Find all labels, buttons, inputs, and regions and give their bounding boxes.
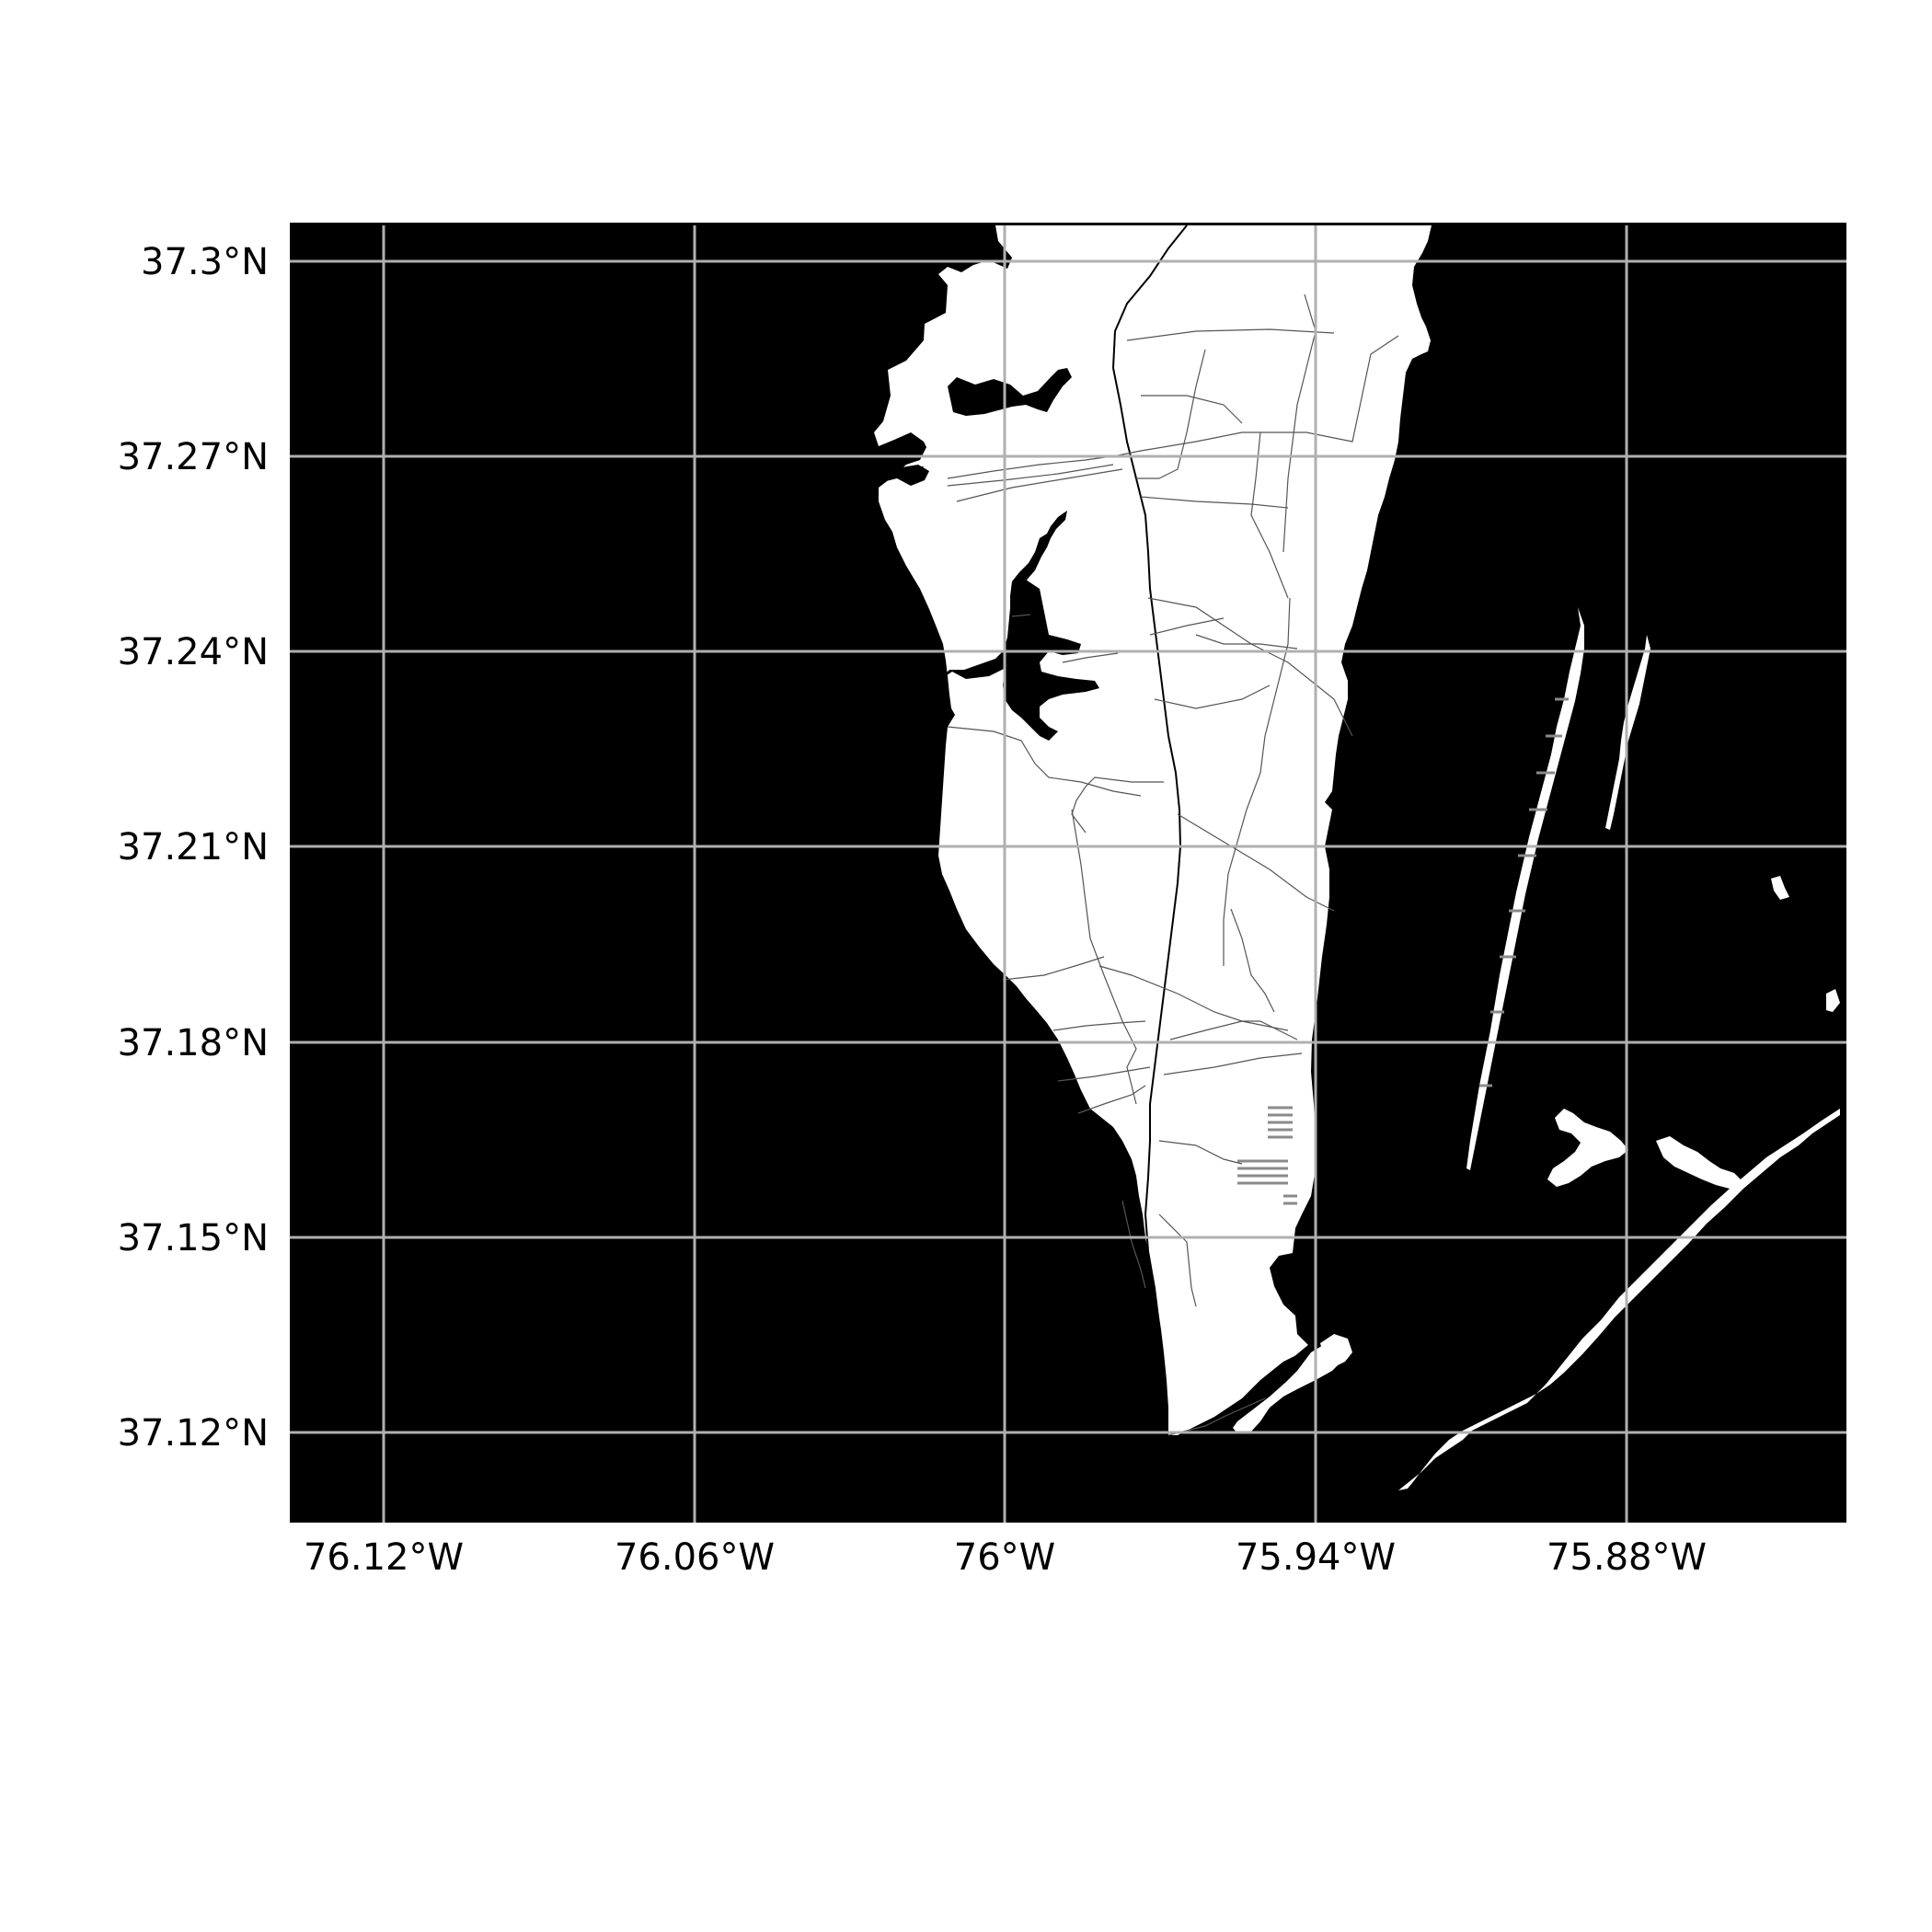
marsh-hatching [1237,697,1569,1205]
lat-label-0: 37.3°N [141,241,269,283]
lat-label-4: 37.18°N [118,1022,269,1064]
lon-label-0: 76.12°W [304,1536,464,1579]
place-label-east-2: • [1575,637,1579,643]
main-highway [1111,224,1188,1518]
place-label-east-1: • [1719,328,1722,335]
graticule [290,225,1846,1523]
creek-south-mouth [948,1249,1012,1339]
lat-label-5: 37.15°N [118,1217,269,1259]
creek-central [938,511,1067,681]
marsh-islands-southeast [1656,1136,1743,1189]
creek-west-mouth [879,465,929,486]
lon-axis-labels: 76.12°W 76.06°W 76°W 75.94°W 75.88°W [304,1536,1707,1579]
bridge-causeway [1208,1341,1316,1432]
marsh-islet-2 [1826,989,1840,1012]
lon-label-1: 76.06°W [615,1536,775,1579]
creek-central-body [1003,580,1099,741]
lat-label-1: 37.27°N [118,436,269,478]
barrier-island-1 [1466,607,1584,1170]
marsh-islet-1 [1771,876,1789,900]
lat-label-6: 37.12°N [118,1412,269,1455]
marsh-islands-east [1547,1109,1628,1187]
lon-label-4: 75.88°W [1547,1536,1707,1579]
peninsula-land [874,225,1432,1435]
road-network [947,224,1399,1518]
creek-north [948,368,1072,416]
place-label-west: • [921,465,925,471]
lon-label-3: 75.94°W [1236,1536,1396,1579]
map-panel: • • • [290,223,1846,1523]
lat-label-2: 37.24°N [118,631,269,673]
lat-axis-labels: 37.3°N 37.27°N 37.24°N 37.21°N 37.18°N 3… [118,241,269,1455]
southeast-barrier-land [1398,1109,1840,1490]
lat-label-3: 37.21°N [118,826,269,868]
lon-label-2: 76°W [954,1536,1055,1579]
